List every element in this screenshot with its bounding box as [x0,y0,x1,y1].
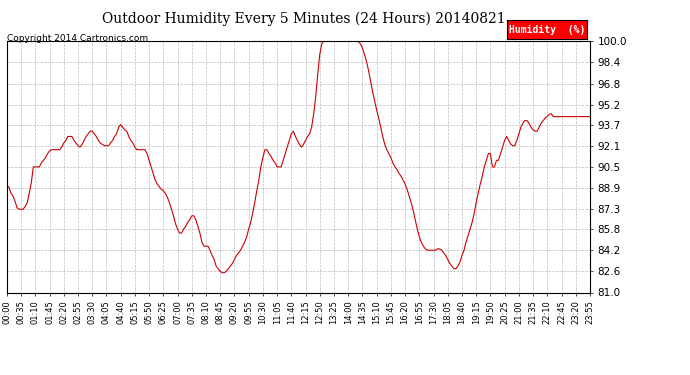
Text: Outdoor Humidity Every 5 Minutes (24 Hours) 20140821: Outdoor Humidity Every 5 Minutes (24 Hou… [102,11,505,26]
Text: Humidity  (%): Humidity (%) [509,25,585,34]
Text: Copyright 2014 Cartronics.com: Copyright 2014 Cartronics.com [7,34,148,43]
